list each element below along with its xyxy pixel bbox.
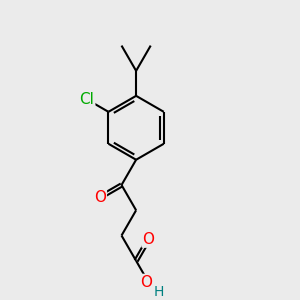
Text: O: O xyxy=(142,232,154,247)
Text: O: O xyxy=(140,275,152,290)
Text: Cl: Cl xyxy=(79,92,94,107)
Text: H: H xyxy=(153,285,164,299)
Text: O: O xyxy=(94,190,106,205)
